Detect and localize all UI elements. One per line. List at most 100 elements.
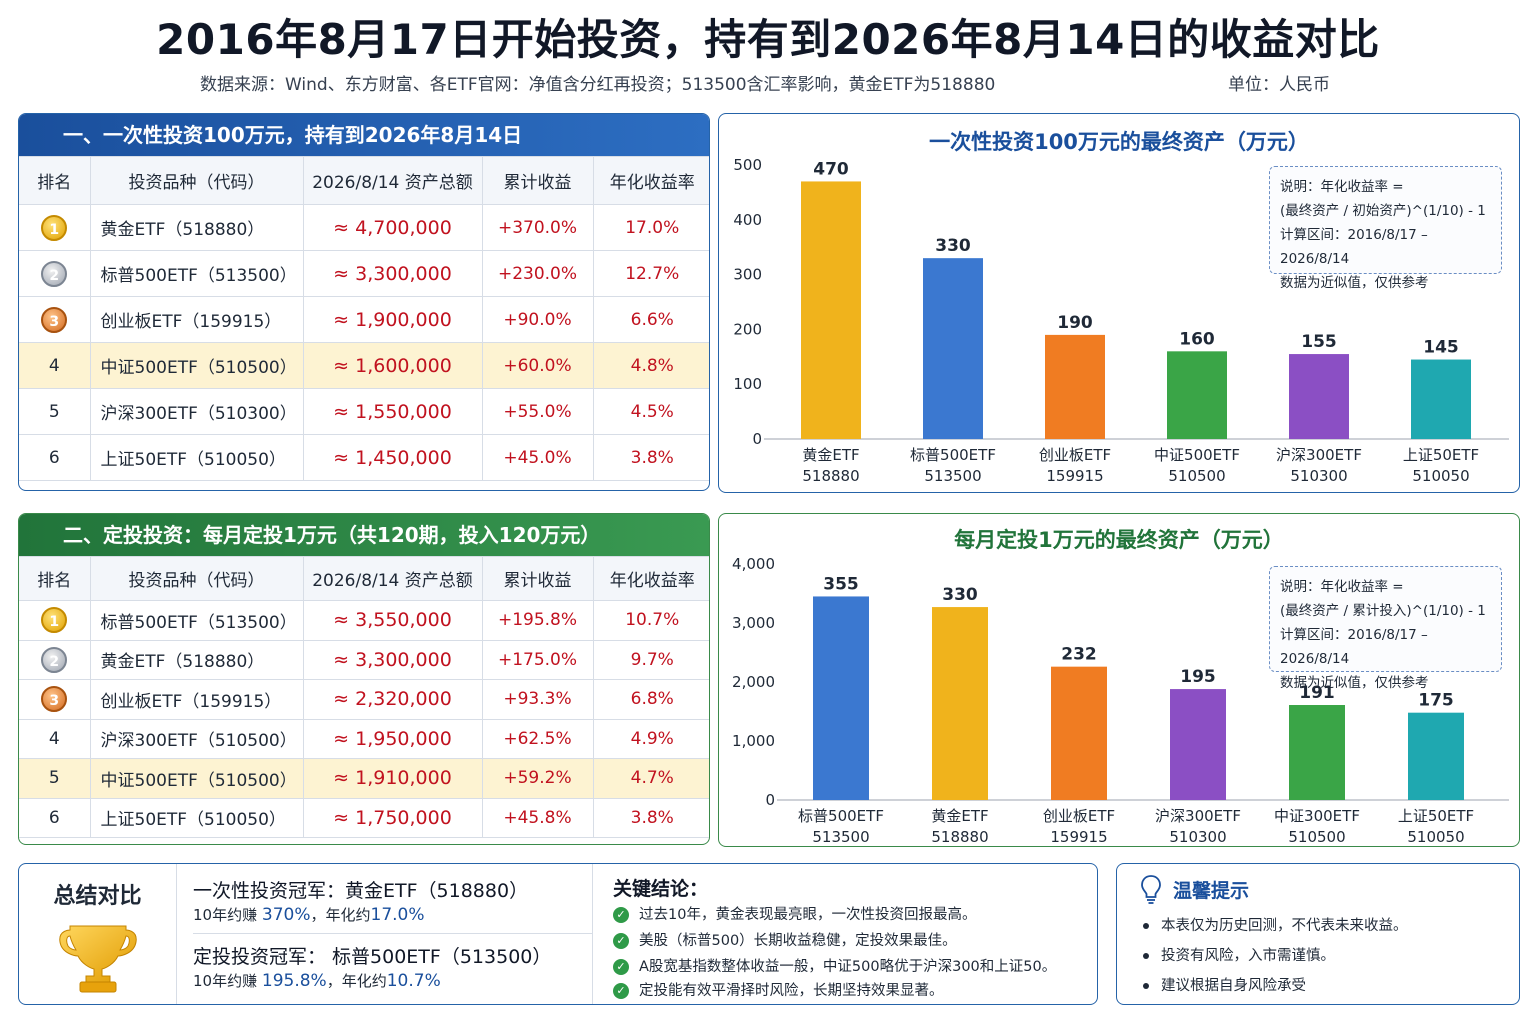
col-header-annual: 年化收益率 bbox=[592, 156, 709, 205]
silver-medal-icon: 2 bbox=[41, 646, 68, 673]
x-tick-code-label: 510500 bbox=[1288, 828, 1345, 846]
lightbulb-icon bbox=[1141, 875, 1161, 904]
note-line: 数据为近似值，仅供参考 bbox=[1280, 675, 1429, 691]
x-tick-code-label: 510300 bbox=[1290, 467, 1347, 485]
sip-champion-detail: 10年约赚 195.8%，年化约10.7% bbox=[193, 971, 441, 991]
name-cell: 标普500ETF（513500） bbox=[89, 600, 304, 641]
bar bbox=[932, 607, 988, 800]
rank-cell: 4 bbox=[19, 342, 91, 389]
table-row: 1 标普500ETF（513500） ≈ 3,550,000 +195.8% 10.7% bbox=[19, 600, 709, 641]
y-tick-label: 3,000 bbox=[732, 614, 775, 632]
lump-sum-champion: 一次性投资冠军：黄金ETF（518880） bbox=[193, 880, 529, 902]
tips-panel: 温馨提示 本表仅为历史回测，不代表未来收益。 投资有风险，入市需谨慎。 建议根据… bbox=[1116, 863, 1520, 1005]
y-tick-label: 2,000 bbox=[732, 673, 775, 691]
lump-sum-chart-title: 一次性投资100万元的最终资产（万元） bbox=[929, 130, 1309, 154]
bar bbox=[801, 181, 861, 439]
cumulative-cell: +230.0% bbox=[481, 250, 594, 297]
sip-chart-note: 说明：年化收益率 = (最终资产 / 累计投入)^(1/10) - 1 计算区间… bbox=[1269, 566, 1502, 691]
note-line: 说明：年化收益率 = bbox=[1280, 179, 1404, 195]
check-icon: ✓ bbox=[613, 983, 629, 999]
cumulative-cell: +195.8% bbox=[481, 600, 594, 641]
x-tick-label: 中证300ETF bbox=[1274, 807, 1360, 825]
table-row: 2 黄金ETF（518880） ≈ 3,300,000 +175.0% 9.7% bbox=[19, 639, 709, 680]
amount-cell: ≈ 3,300,000 bbox=[302, 639, 483, 680]
rank-cell: 1 bbox=[19, 600, 91, 641]
table-row: 6 上证50ETF（510050） ≈ 1,750,000 +45.8% 3.8% bbox=[19, 797, 709, 838]
name-cell: 黄金ETF（518880） bbox=[89, 639, 304, 680]
lump-sum-champion-detail: 10年约赚 370%，年化约17.0% bbox=[193, 905, 425, 925]
amount-cell: ≈ 1,450,000 bbox=[302, 434, 483, 481]
bronze-medal-icon: 3 bbox=[41, 306, 68, 333]
sip-bar-chart: 0 1,000 2,000 3,000 4,000 355 标普500ETF 513500 33… bbox=[732, 555, 1509, 846]
x-tick-label: 创业板ETF bbox=[1039, 446, 1111, 464]
summary-panel: 总结对比 一次性投资冠军：黄金ETF（518880） 10年约赚 370%，年化… bbox=[18, 863, 1098, 1005]
rank-cell: 5 bbox=[19, 388, 91, 435]
annual-cell: 9.7% bbox=[592, 639, 709, 680]
table-row: 3 创业板ETF（159915） ≈ 1,900,000 +90.0% 6.6% bbox=[19, 296, 709, 343]
table-row: 3 创业板ETF（159915） ≈ 2,320,000 +93.3% 6.8% bbox=[19, 679, 709, 720]
bar-value-label: 330 bbox=[942, 585, 978, 605]
y-tick-label: 300 bbox=[733, 266, 762, 284]
tip-item: 投资有风险，入市需谨慎。 bbox=[1143, 944, 1335, 965]
amount-cell: ≈ 1,910,000 bbox=[302, 758, 483, 799]
x-tick-label: 沪深300ETF bbox=[1155, 807, 1241, 825]
bar-value-label: 191 bbox=[1299, 683, 1335, 703]
annual-cell: 6.6% bbox=[592, 296, 709, 343]
annual-cell: 6.8% bbox=[592, 679, 709, 720]
lump-sum-chart-note: 说明：年化收益率 = (最终资产 / 初始资产)^(1/10) - 1 计算区间… bbox=[1269, 166, 1502, 291]
conclusion-item: ✓ 美股（标普500）长期收益稳健，定投效果最佳。 bbox=[613, 929, 957, 950]
note-line: (最终资产 / 累计投入)^(1/10) - 1 bbox=[1280, 603, 1486, 619]
sip-table-panel: 二、定投投资：每月定投1万元（共120期，投入120万元） 排名 投资品种（代码… bbox=[18, 513, 710, 845]
cumulative-cell: +175.0% bbox=[481, 639, 594, 680]
annual-cell: 17.0% bbox=[592, 204, 709, 251]
data-source-note: 数据来源：Wind、东方财富、各ETF官网：净值含分红再投资；513500含汇率… bbox=[200, 75, 996, 95]
name-cell: 标普500ETF（513500） bbox=[89, 250, 304, 297]
name-cell: 黄金ETF（518880） bbox=[89, 204, 304, 251]
x-tick-code-label: 510500 bbox=[1168, 467, 1225, 485]
annual-cell: 12.7% bbox=[592, 250, 709, 297]
x-tick-code-label: 513500 bbox=[812, 828, 869, 846]
name-cell: 上证50ETF（510050） bbox=[89, 797, 304, 838]
x-tick-code-label: 513500 bbox=[924, 467, 981, 485]
y-tick-label: 1,000 bbox=[732, 732, 775, 750]
gold-medal-icon: 1 bbox=[41, 214, 68, 241]
x-tick-label: 创业板ETF bbox=[1043, 807, 1115, 825]
sip-chart-title: 每月定投1万元的最终资产（万元） bbox=[954, 528, 1284, 552]
amount-cell: ≈ 1,900,000 bbox=[302, 296, 483, 343]
silver-medal-icon: 2 bbox=[41, 260, 68, 287]
y-tick-label: 400 bbox=[733, 211, 762, 229]
cumulative-cell: +55.0% bbox=[481, 388, 594, 435]
name-cell: 创业板ETF（159915） bbox=[89, 296, 304, 343]
rank-cell: 4 bbox=[19, 718, 91, 759]
summary-champions: 一次性投资冠军：黄金ETF（518880） 10年约赚 370%，年化约17.0… bbox=[193, 864, 593, 1004]
y-tick-label: 100 bbox=[733, 375, 762, 393]
gold-medal-icon: 1 bbox=[41, 607, 68, 634]
bar bbox=[1170, 689, 1226, 800]
x-tick-code-label: 510300 bbox=[1169, 828, 1226, 846]
amount-cell: ≈ 1,950,000 bbox=[302, 718, 483, 759]
note-line: 说明：年化收益率 = bbox=[1280, 579, 1404, 595]
trophy-icon bbox=[58, 925, 137, 993]
amount-cell: ≈ 4,700,000 bbox=[302, 204, 483, 251]
rank-cell: 1 bbox=[19, 204, 91, 251]
check-icon: ✓ bbox=[613, 959, 629, 975]
bar-value-label: 232 bbox=[1061, 645, 1097, 665]
amount-cell: ≈ 3,550,000 bbox=[302, 600, 483, 641]
annual-cell: 10.7% bbox=[592, 600, 709, 641]
bar bbox=[1051, 666, 1107, 800]
note-line: (最终资产 / 初始资产)^(1/10) - 1 bbox=[1280, 203, 1486, 219]
bar-value-label: 330 bbox=[935, 236, 971, 256]
cumulative-cell: +370.0% bbox=[481, 204, 594, 251]
tip-item: 本表仅为历史回测，不代表未来收益。 bbox=[1143, 914, 1408, 935]
y-tick-label: 0 bbox=[765, 791, 775, 809]
x-tick-label: 上证50ETF bbox=[1403, 446, 1479, 464]
tip-item: 建议根据自身风险承受 bbox=[1143, 974, 1306, 995]
x-tick-code-label: 518880 bbox=[802, 467, 859, 485]
key-conclusions: 关键结论： ✓ 过去10年，黄金表现最亮眼，一次性投资回报最高。 ✓ 美股（标普50… bbox=[609, 864, 1089, 1004]
annual-cell: 4.8% bbox=[592, 342, 709, 389]
rank-cell: 5 bbox=[19, 758, 91, 799]
x-tick-code-label: 159915 bbox=[1050, 828, 1107, 846]
bronze-medal-icon: 3 bbox=[41, 686, 68, 713]
